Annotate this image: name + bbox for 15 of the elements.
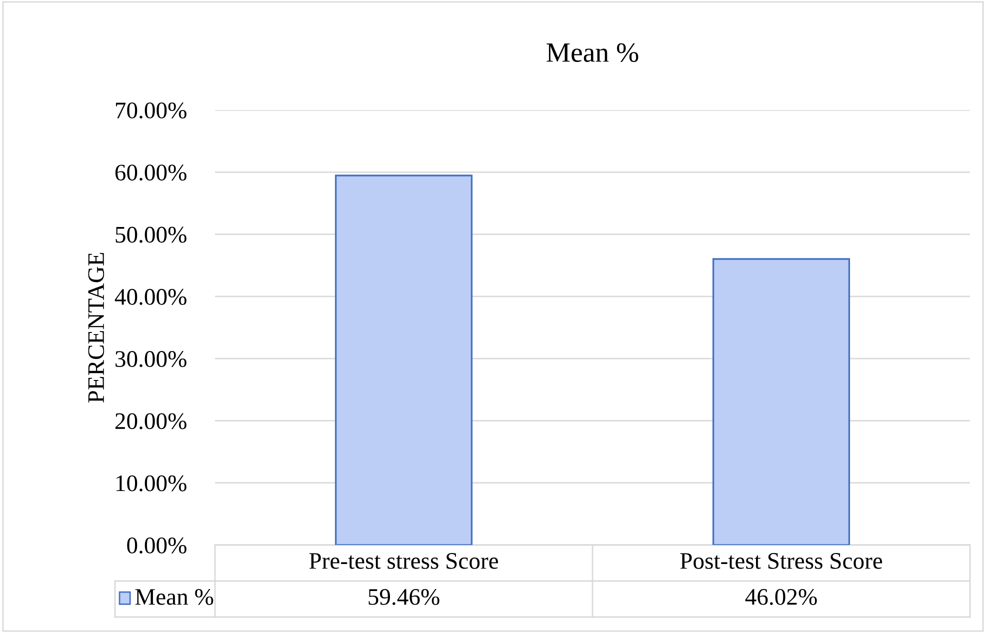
y-tick-label: 60.00% <box>115 164 186 181</box>
y-tick-label: 0.00% <box>127 537 186 554</box>
legend-label: Mean % <box>135 588 214 605</box>
y-tick-label: 20.00% <box>115 413 186 430</box>
x-tick-label: Pre-test stress Score <box>309 553 498 569</box>
data-label: 46.02% <box>745 588 817 606</box>
y-tick-label: 40.00% <box>114 288 186 305</box>
y-axis-title: PERCENTAGE <box>88 252 104 403</box>
y-tick-label: 10.00% <box>116 475 186 492</box>
y-tick-label: 30.00% <box>116 351 186 368</box>
y-tick-label: 70.00% <box>116 102 186 119</box>
x-tick-label: Post-test Stress Score <box>680 553 882 569</box>
chart-title: Mean % <box>546 43 638 62</box>
y-tick-label: 50.00% <box>116 226 186 243</box>
data-label: 59.46% <box>368 588 440 606</box>
